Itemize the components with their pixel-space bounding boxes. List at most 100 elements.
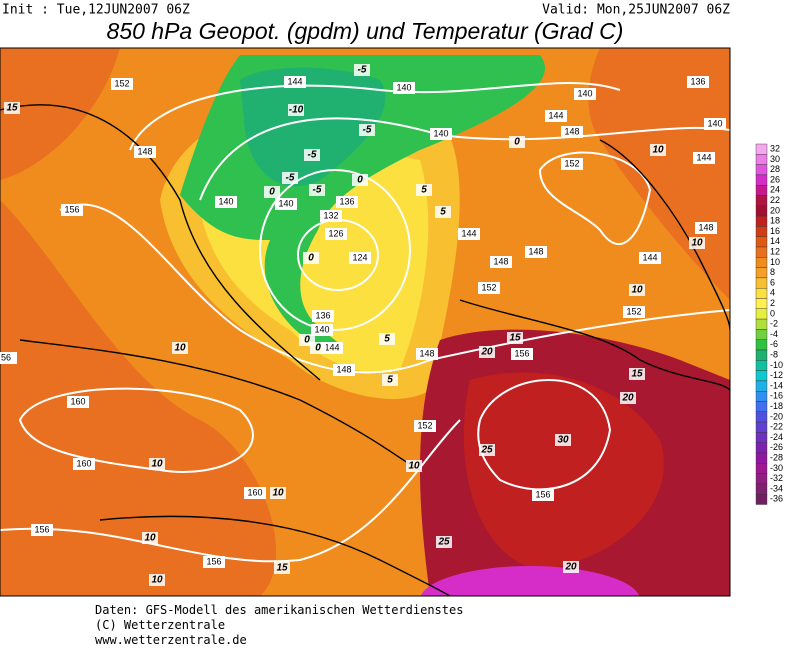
temperature-label-box <box>479 346 495 358</box>
height-label: 148 <box>493 256 508 266</box>
legend-label: -26 <box>770 442 783 452</box>
height-label: 156 <box>206 556 221 566</box>
temperature-label: 20 <box>621 393 634 404</box>
height-label: 136 <box>339 196 354 206</box>
legend-swatch <box>755 184 768 196</box>
legend-label: -16 <box>770 391 783 401</box>
temperature-label: -5 <box>286 173 295 184</box>
height-label-box <box>525 246 547 258</box>
legend-label: -12 <box>770 370 783 380</box>
height-label: 140 <box>396 82 411 92</box>
legend-label: 0 <box>770 308 775 318</box>
legend-label: -14 <box>770 380 783 390</box>
height-label: 148 <box>137 146 152 156</box>
height-label: 152 <box>481 282 496 292</box>
map-labels: 152 1441401401361441481401401521441481561… <box>0 64 726 586</box>
legend-swatch <box>755 380 768 392</box>
temperature-label: 10 <box>151 575 163 586</box>
temperature-label: 5 <box>387 375 393 386</box>
legend-label: 32 <box>770 144 780 154</box>
legend-label: 10 <box>770 257 780 267</box>
height-label-box <box>333 364 355 376</box>
temperature-label-box <box>382 374 398 386</box>
temperature-label-box <box>650 144 666 156</box>
temperature-label: 10 <box>151 459 163 470</box>
height-label-box <box>478 282 500 294</box>
temperature-label: 5 <box>421 185 427 196</box>
legend-label: -22 <box>770 422 783 432</box>
temperature-label-box <box>563 561 579 573</box>
legend-label: -24 <box>770 432 783 442</box>
height-label-box <box>284 76 306 88</box>
field-magenta <box>420 566 640 596</box>
height-label-box <box>67 396 89 408</box>
height-label-box <box>561 126 583 138</box>
height-label: 152 <box>626 306 641 316</box>
height-label: 140 <box>433 128 448 138</box>
legend-swatch <box>755 463 768 474</box>
height-label: 144 <box>324 342 339 352</box>
temperature-label: 20 <box>564 562 577 573</box>
legend-swatch <box>755 339 768 351</box>
legend-label: -8 <box>770 350 778 360</box>
temperature-label-box <box>479 444 495 456</box>
legend-swatch <box>755 267 768 279</box>
height-label-box <box>532 489 554 501</box>
legend-swatch <box>755 308 768 320</box>
temperature-label-box <box>629 284 645 296</box>
temperature-label-box <box>359 124 375 136</box>
height-label-box <box>73 458 95 470</box>
height-label: 56 <box>1 352 11 362</box>
temperature-label: 15 <box>631 369 643 380</box>
legend-swatch <box>755 205 768 217</box>
temperature-label-box <box>264 186 280 198</box>
height-label: 144 <box>548 110 563 120</box>
temperature-label: 10 <box>631 285 643 296</box>
legend-swatch <box>755 329 768 340</box>
legend-label: -4 <box>770 329 778 339</box>
height-label-box <box>215 196 237 208</box>
legend-swatch <box>755 215 768 227</box>
legend-label: -28 <box>770 453 783 463</box>
height-label-box <box>203 556 225 568</box>
legend-swatch <box>755 360 768 371</box>
height-label-box <box>561 158 583 170</box>
height-label: 152 <box>417 420 432 430</box>
height-label-box <box>134 146 156 158</box>
temperature-label: 10 <box>272 488 284 499</box>
legend-swatch <box>755 421 768 433</box>
height-label-box <box>61 204 83 216</box>
temperature-label-box <box>149 458 165 470</box>
height-label: 156 <box>514 348 529 358</box>
legend-swatch <box>755 226 768 237</box>
temperature-label-box <box>379 333 395 345</box>
temperature-label: 0 <box>514 137 520 148</box>
temperature-label: 10 <box>652 145 664 156</box>
temperature-label-box <box>149 574 165 586</box>
height-label-box <box>511 348 533 360</box>
temperature-label: 5 <box>384 334 390 345</box>
legend-swatch <box>755 473 768 485</box>
height-label-box <box>545 110 567 122</box>
init-time: Init : Tue,12JUN2007 06Z <box>2 3 190 18</box>
field-warm-nw <box>0 48 120 180</box>
temperature-label-box <box>509 136 525 148</box>
temperature-label: 10 <box>144 533 156 544</box>
height-label-box <box>574 88 596 100</box>
height-label: 124 <box>352 252 367 262</box>
height-label-box <box>695 222 717 234</box>
height-label-box <box>458 228 480 240</box>
height-label-box <box>490 256 512 268</box>
legend-swatch <box>755 257 768 268</box>
legend-swatch <box>755 318 768 330</box>
legend-swatch <box>755 483 768 495</box>
legend-swatch <box>755 277 768 289</box>
height-label-box <box>414 420 436 432</box>
legend-swatch <box>755 411 768 423</box>
height-label-box <box>31 524 53 536</box>
legend-label: -36 <box>770 494 783 504</box>
temperature-label-box <box>142 532 158 544</box>
legend-swatch <box>755 236 768 248</box>
temperature-label-box <box>354 64 370 76</box>
temperature-label-box <box>4 102 20 114</box>
